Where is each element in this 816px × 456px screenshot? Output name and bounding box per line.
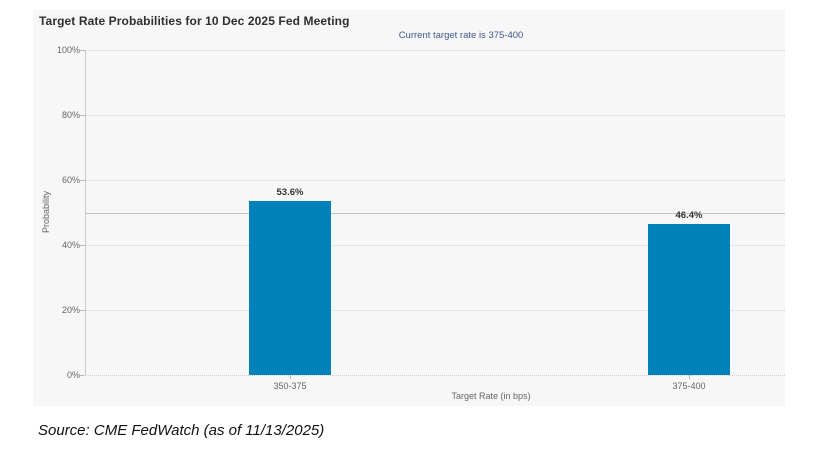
gridline-80	[86, 115, 785, 116]
gridline-0	[86, 375, 785, 376]
source-attribution: Source: CME FedWatch (as of 11/13/2025)	[38, 422, 325, 439]
x-category-label: 350-375	[273, 381, 307, 391]
y-tick-label: 100%	[56, 45, 80, 55]
y-tick-label: 60%	[61, 175, 80, 185]
chart-title: Target Rate Probabilities for 10 Dec 202…	[39, 14, 350, 28]
y-tick-label: 20%	[61, 305, 80, 315]
gridline-100	[86, 50, 785, 51]
y-tick-label: 40%	[61, 240, 80, 250]
y-tick-mark-100	[80, 50, 85, 51]
gridline-60	[86, 180, 785, 181]
y-tick-mark-20	[80, 310, 85, 311]
y-tick-label: 0%	[66, 370, 80, 380]
fedwatch-chart-panel: Target Rate Probabilities for 10 Dec 202…	[33, 10, 785, 406]
reference-line-50pct	[86, 212, 785, 214]
y-tick-label: 80%	[61, 110, 80, 120]
bar-375-400	[647, 224, 730, 375]
bar-value-label: 46.4%	[675, 210, 703, 222]
y-tick-mark-0	[80, 375, 85, 376]
y-tick-mark-40	[80, 245, 85, 246]
gridline-20	[86, 310, 785, 311]
x-tick-mark-350-375	[289, 375, 291, 379]
y-tick-mark-80	[80, 115, 85, 116]
x-category-label: 375-400	[672, 381, 706, 391]
x-tick-mark-375-400	[688, 375, 690, 379]
bar-350-375	[248, 200, 331, 375]
gridline-40	[86, 245, 785, 246]
x-axis-title: Target Rate (in bps)	[451, 391, 531, 401]
y-tick-mark-60	[80, 180, 85, 181]
bar-value-label: 53.6%	[276, 186, 304, 198]
y-axis-title: Probability	[41, 190, 51, 234]
plot-area: 0% 20% 40% 60% 80% 100% 53.6% 350-375 46.4% 375-4…	[57, 45, 785, 391]
chart-subtitle: Current target rate is 375-400	[398, 30, 524, 41]
